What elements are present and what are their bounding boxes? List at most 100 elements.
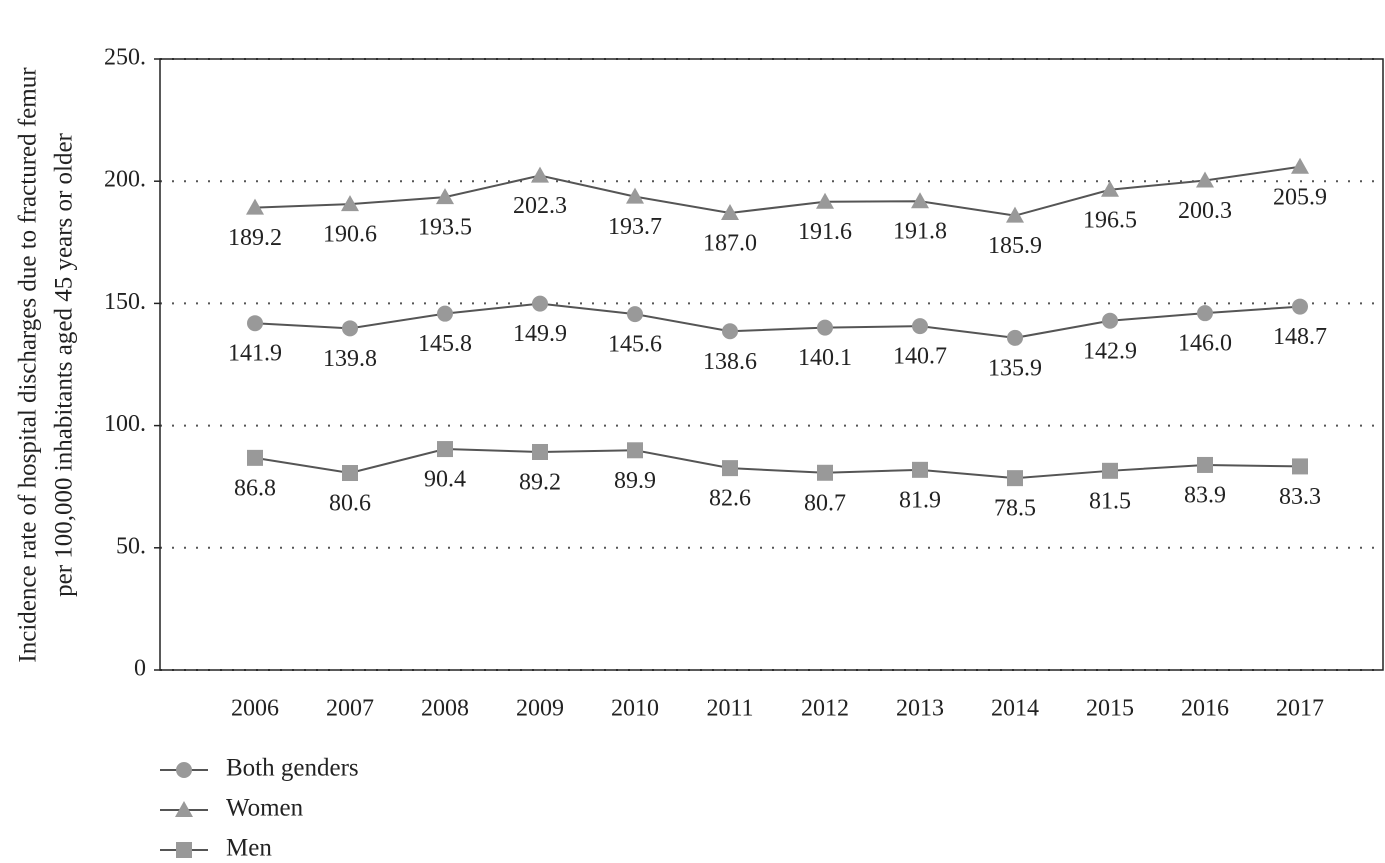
data-label: 193.5	[418, 215, 472, 241]
data-point	[1102, 312, 1118, 329]
data-point	[911, 192, 929, 209]
data-label: 89.9	[614, 468, 656, 494]
data-point	[627, 306, 643, 323]
data-label: 196.5	[1083, 207, 1137, 233]
data-label: 191.6	[798, 219, 852, 245]
data-label: 205.9	[1273, 184, 1327, 210]
data-label: 145.8	[418, 331, 472, 357]
data-point	[437, 441, 453, 458]
data-point	[627, 442, 643, 459]
data-point	[722, 323, 738, 340]
y-tick-label: 200.	[104, 167, 146, 193]
data-label: 140.1	[798, 345, 852, 371]
data-label: 89.2	[519, 469, 561, 495]
data-point	[626, 187, 644, 204]
data-label: 78.5	[994, 496, 1036, 522]
x-tick-label: 2014	[991, 696, 1039, 722]
legend-label: Both genders	[226, 755, 359, 782]
data-point	[1292, 298, 1308, 315]
y-axis-label: Incidence rate of hospital discharges du…	[15, 67, 42, 663]
data-point	[722, 460, 738, 477]
data-label: 142.9	[1083, 338, 1137, 364]
data-point	[436, 188, 454, 205]
y-axis-label: per 100,000 inhabitants aged 45 years or…	[51, 132, 78, 596]
data-point	[532, 295, 548, 312]
x-tick-label: 2012	[801, 696, 849, 722]
x-tick-label: 2007	[326, 696, 374, 722]
x-tick-label: 2009	[516, 696, 564, 722]
plot-frame	[159, 58, 1384, 671]
data-point	[247, 315, 263, 332]
data-label: 81.9	[899, 487, 941, 513]
y-tick-label: 100.	[104, 411, 146, 437]
data-point	[1102, 462, 1118, 479]
legend-marker	[176, 762, 192, 778]
data-point	[817, 319, 833, 336]
data-label: 81.5	[1089, 488, 1131, 514]
data-label: 148.7	[1273, 324, 1327, 350]
x-tick-label: 2017	[1276, 696, 1324, 722]
data-point	[1007, 329, 1023, 346]
data-point	[912, 461, 928, 478]
data-label: 80.6	[329, 491, 371, 517]
data-point	[437, 305, 453, 322]
data-point	[1292, 458, 1308, 475]
data-point	[817, 464, 833, 481]
data-point	[1196, 171, 1214, 188]
data-label: 141.9	[228, 341, 282, 367]
y-tick-label: 0	[134, 656, 146, 682]
x-tick-label: 2006	[231, 696, 279, 722]
data-point	[247, 449, 263, 466]
x-tick-label: 2010	[611, 696, 659, 722]
data-label: 202.3	[513, 193, 567, 219]
data-label: 83.9	[1184, 482, 1226, 508]
data-point	[816, 192, 834, 209]
data-label: 145.6	[608, 332, 662, 358]
data-point	[1007, 470, 1023, 487]
data-point	[721, 203, 739, 220]
x-tick-label: 2013	[896, 696, 944, 722]
y-tick-label: 250.	[104, 45, 146, 71]
data-label: 135.9	[988, 355, 1042, 381]
series-line	[254, 165, 1301, 217]
data-label: 149.9	[513, 321, 567, 347]
x-tick-label: 2015	[1086, 696, 1134, 722]
data-label: 187.0	[703, 230, 757, 256]
data-label: 140.7	[893, 344, 947, 370]
data-label: 193.7	[608, 214, 662, 240]
data-label: 200.3	[1178, 198, 1232, 224]
y-tick-label: 150.	[104, 289, 146, 315]
data-point	[1197, 456, 1213, 473]
data-point	[246, 198, 264, 215]
data-label: 191.8	[893, 219, 947, 245]
data-label: 83.3	[1279, 484, 1321, 510]
series-line	[254, 302, 1301, 339]
data-label: 189.2	[228, 225, 282, 251]
data-label: 82.6	[709, 486, 751, 512]
legend-marker	[175, 801, 193, 817]
data-point	[1197, 305, 1213, 322]
data-label: 139.8	[323, 346, 377, 372]
data-point	[342, 320, 358, 337]
legend-label: Men	[226, 835, 272, 862]
data-point	[532, 443, 548, 460]
data-point	[912, 318, 928, 335]
legend-label: Women	[226, 795, 304, 822]
data-label: 138.6	[703, 349, 757, 375]
data-point	[342, 465, 358, 482]
data-point	[1101, 180, 1119, 197]
x-tick-label: 2008	[421, 696, 469, 722]
data-point	[1291, 157, 1309, 174]
data-label: 190.6	[323, 222, 377, 248]
data-label: 80.7	[804, 490, 846, 516]
x-tick-label: 2011	[706, 696, 753, 722]
data-point	[531, 166, 549, 183]
data-label: 86.8	[234, 475, 276, 501]
data-point	[1006, 206, 1024, 223]
data-label: 146.0	[1178, 331, 1232, 357]
legend-marker	[176, 842, 192, 858]
data-label: 185.9	[988, 233, 1042, 259]
data-label: 90.4	[424, 467, 466, 493]
series-line	[254, 448, 1301, 480]
